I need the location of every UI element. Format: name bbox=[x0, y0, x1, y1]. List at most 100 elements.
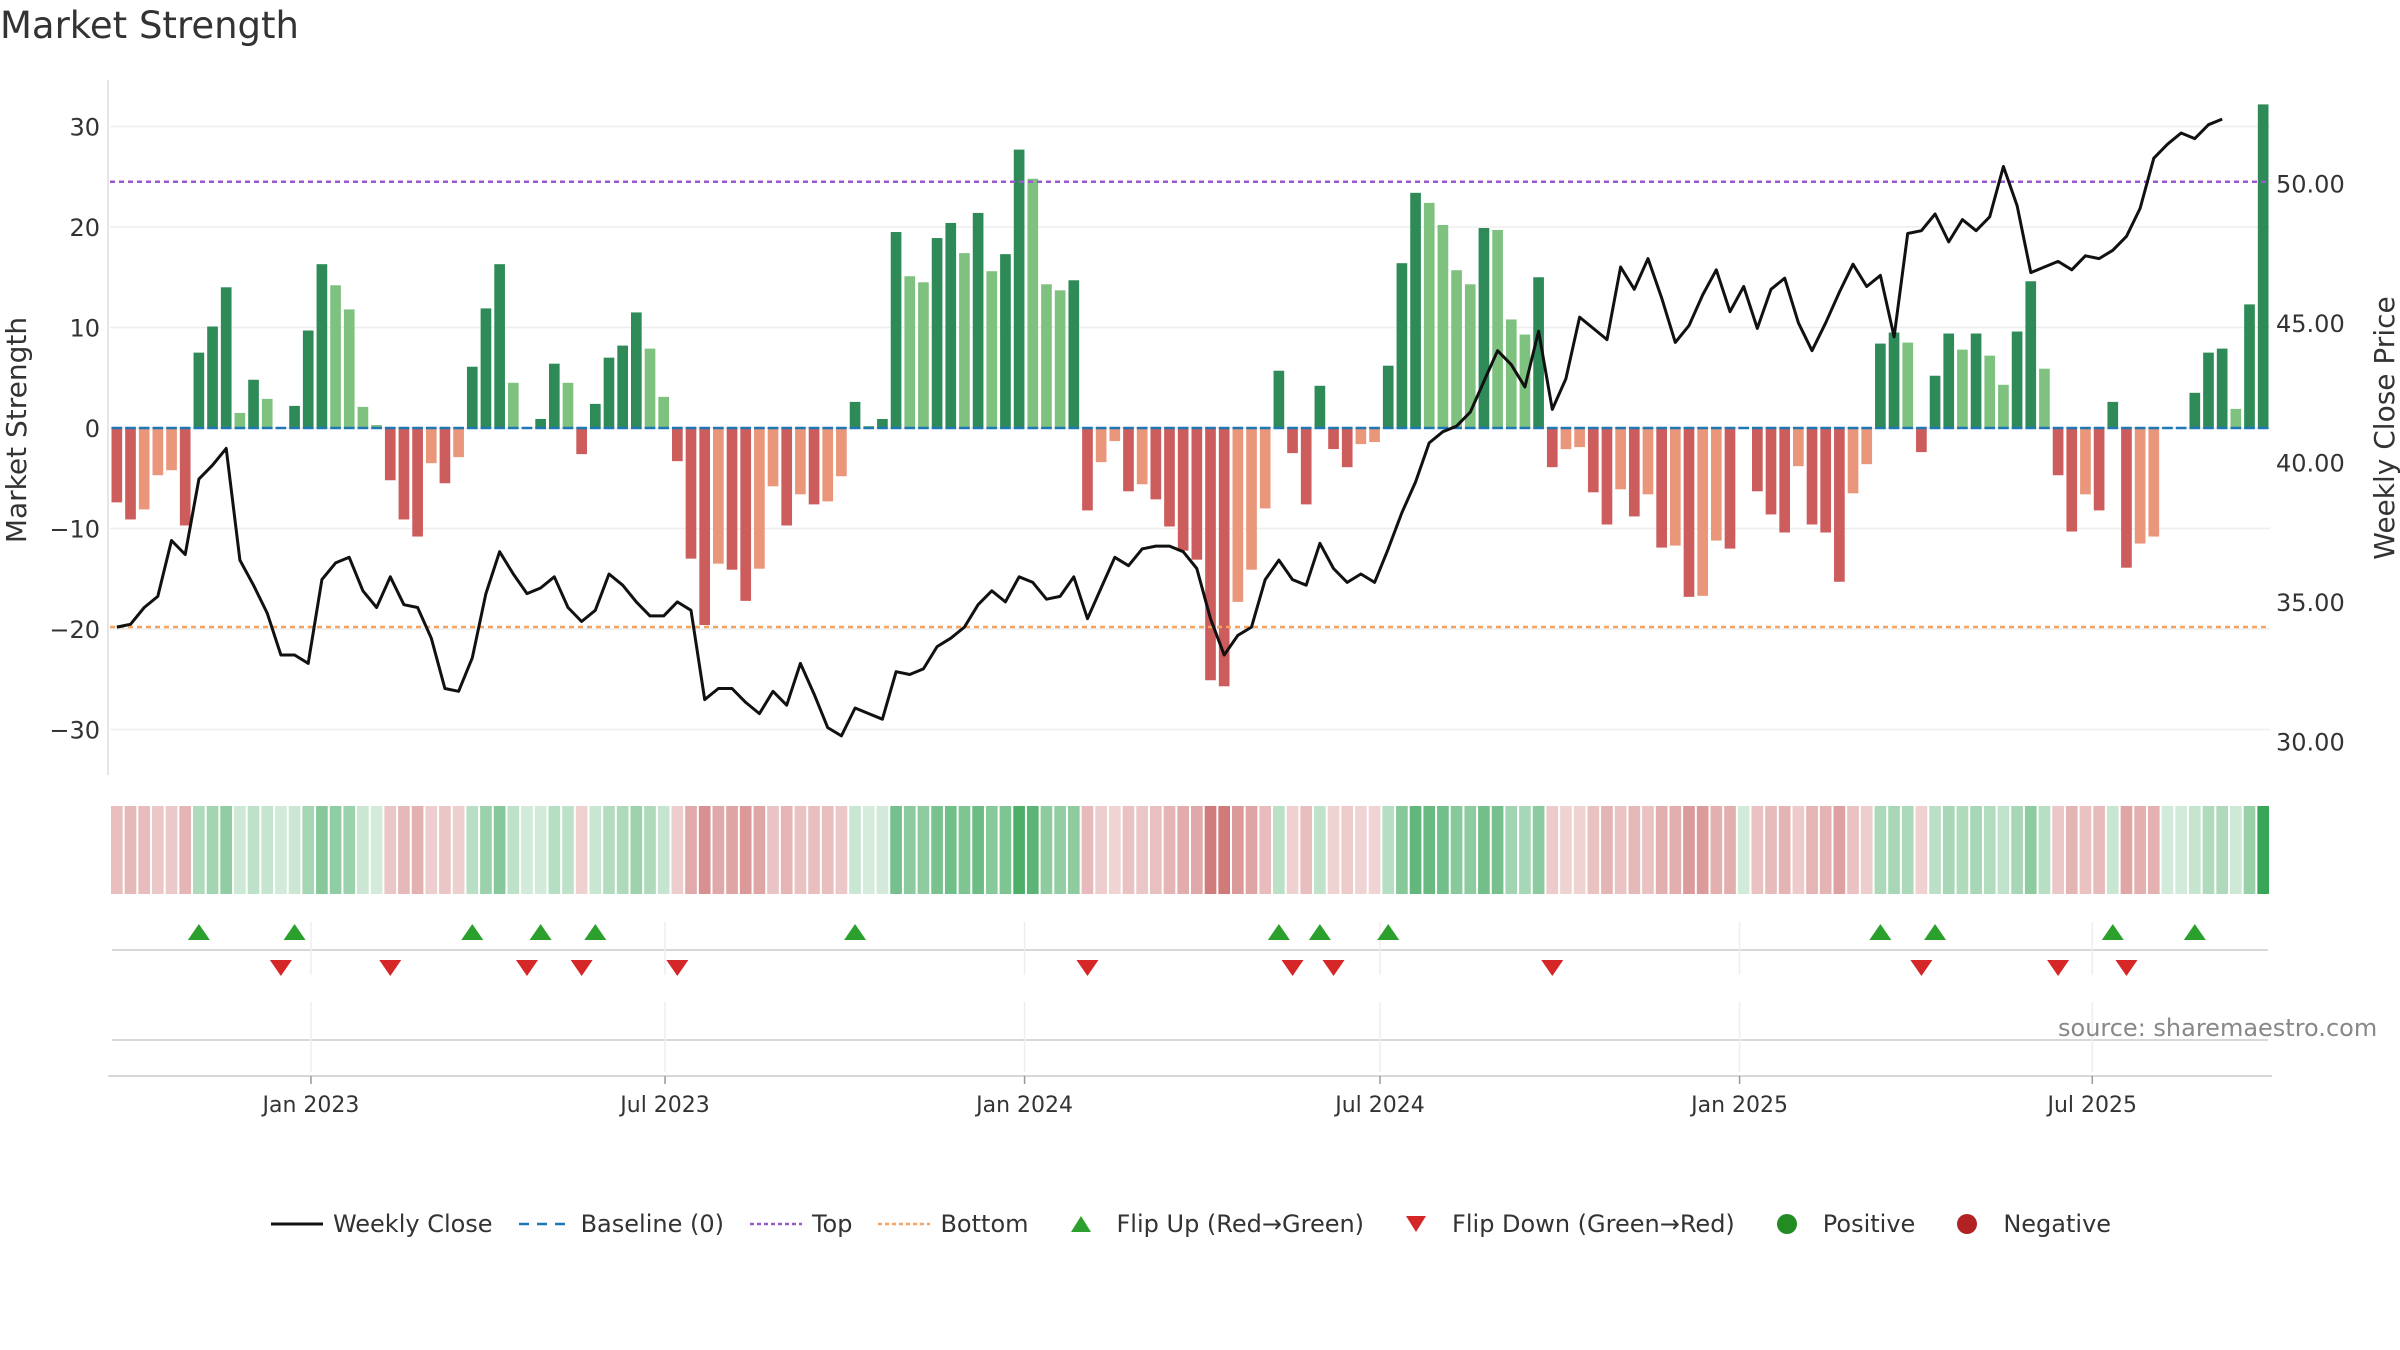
strength-bar bbox=[2134, 428, 2146, 544]
strength-bar bbox=[1123, 428, 1134, 492]
strength-bar bbox=[1369, 428, 1380, 443]
strength-bar bbox=[699, 428, 711, 625]
strength-bar bbox=[1806, 428, 1818, 525]
strength-bar bbox=[918, 282, 929, 428]
flip-up-marker bbox=[1869, 924, 1892, 940]
legend-label: Top bbox=[811, 1210, 853, 1238]
heat-cell bbox=[1204, 806, 1217, 894]
strength-bar bbox=[261, 398, 273, 428]
strength-bar bbox=[1984, 355, 1996, 428]
heat-cell bbox=[1942, 806, 1955, 894]
legend-label: Flip Down (Green→Red) bbox=[1452, 1210, 1735, 1238]
strength-bar bbox=[1464, 284, 1476, 428]
strength-bar bbox=[1683, 428, 1695, 597]
strength-bar bbox=[1793, 428, 1804, 467]
y2-tick-label: 30.00 bbox=[2276, 729, 2345, 757]
legend-label: Positive bbox=[1822, 1210, 1916, 1238]
heat-cell bbox=[398, 806, 410, 894]
strength-bar bbox=[1191, 428, 1203, 560]
heat-cell bbox=[2202, 806, 2215, 894]
heat-cell bbox=[2257, 806, 2269, 894]
flip-down-marker bbox=[666, 960, 689, 976]
heat-cell bbox=[1724, 806, 1736, 894]
strength-bar bbox=[316, 264, 328, 428]
strength-bar bbox=[1041, 284, 1052, 428]
strength-bar bbox=[125, 428, 136, 520]
strength-bar bbox=[2039, 368, 2050, 428]
strength-bar bbox=[1109, 428, 1121, 442]
strength-bar bbox=[2216, 348, 2228, 428]
strength-bar bbox=[972, 212, 984, 428]
heat-cell bbox=[2106, 806, 2119, 894]
strength-bar bbox=[1847, 428, 1859, 494]
strength-bar bbox=[672, 428, 683, 462]
strength-bar bbox=[1505, 319, 1517, 428]
heat-cell bbox=[370, 806, 383, 894]
strength-bar bbox=[767, 428, 779, 487]
heat-cell bbox=[1601, 806, 1613, 894]
strength-bar bbox=[2121, 428, 2132, 568]
heat-cell bbox=[384, 806, 397, 894]
flip-down-marker bbox=[1910, 960, 1933, 976]
strength-bar bbox=[2189, 392, 2201, 428]
heat-cell bbox=[1901, 806, 1914, 894]
heat-cell bbox=[1970, 806, 1982, 894]
strength-bar bbox=[2244, 304, 2255, 428]
heat-cell bbox=[1983, 806, 1996, 894]
strength-bar bbox=[1574, 428, 1585, 448]
heat-cell bbox=[1464, 806, 1477, 894]
legend-item-bottom: Bottom bbox=[874, 1210, 1029, 1238]
heat-cell bbox=[1655, 806, 1668, 894]
flip-down-marker bbox=[2047, 960, 2070, 976]
y-tick-label: 10 bbox=[69, 315, 100, 343]
strength-bar bbox=[1779, 428, 1791, 533]
heat-cell bbox=[2188, 806, 2201, 894]
heat-cell bbox=[999, 806, 1012, 894]
heat-cell bbox=[179, 806, 192, 894]
heat-cell bbox=[1081, 806, 1094, 894]
heat-cell bbox=[753, 806, 766, 894]
strength-bar bbox=[193, 352, 205, 428]
strength-bar bbox=[1423, 202, 1435, 428]
heat-cell bbox=[425, 806, 438, 894]
legend-symbol-close bbox=[267, 1210, 327, 1238]
strength-bar bbox=[644, 348, 656, 428]
strength-bar bbox=[289, 405, 300, 428]
y-tick-label: 30 bbox=[69, 114, 100, 142]
strength-bar bbox=[1150, 428, 1162, 500]
strength-bar bbox=[384, 428, 396, 481]
strength-bar bbox=[576, 428, 587, 455]
heat-cell bbox=[1696, 806, 1709, 894]
strength-bar bbox=[1410, 192, 1421, 428]
heat-cell bbox=[917, 806, 930, 894]
heat-cell bbox=[1956, 806, 1969, 894]
strength-bar bbox=[1875, 343, 1886, 428]
heat-cell bbox=[507, 806, 520, 894]
heat-cell bbox=[944, 806, 957, 894]
flip-down-marker bbox=[1322, 960, 1345, 976]
y2-tick-label: 35.00 bbox=[2276, 589, 2345, 617]
y-tick-label: 0 bbox=[85, 415, 100, 443]
flip-up-marker bbox=[1924, 924, 1947, 940]
flip-up-marker bbox=[283, 924, 306, 940]
heat-cell bbox=[657, 806, 670, 894]
heat-cell bbox=[2134, 806, 2146, 894]
heat-cell bbox=[876, 806, 889, 894]
heat-cell bbox=[439, 806, 451, 894]
heat-cell bbox=[726, 806, 738, 894]
weekly-close-layer bbox=[116, 117, 2223, 738]
strength-heat-strip bbox=[111, 806, 2269, 894]
heat-cell bbox=[2243, 806, 2256, 894]
heat-cell bbox=[2120, 806, 2133, 894]
heat-cell bbox=[480, 806, 492, 894]
strength-bar bbox=[1232, 428, 1244, 602]
strength-bar bbox=[1205, 428, 1216, 681]
heat-cell bbox=[616, 806, 629, 894]
chart-title: Market Strength bbox=[0, 4, 299, 47]
strength-bar bbox=[1834, 428, 1845, 582]
strength-bar bbox=[1861, 428, 1873, 465]
heat-cell bbox=[849, 806, 861, 894]
axes-layer: 30 20 10 0 −10 −20 −30 50.00 45.00 40.00 35.00 30.0… bbox=[0, 80, 2400, 1118]
y2-tick-label: 45.00 bbox=[2276, 310, 2345, 338]
legend-symbol-positive bbox=[1757, 1210, 1817, 1238]
